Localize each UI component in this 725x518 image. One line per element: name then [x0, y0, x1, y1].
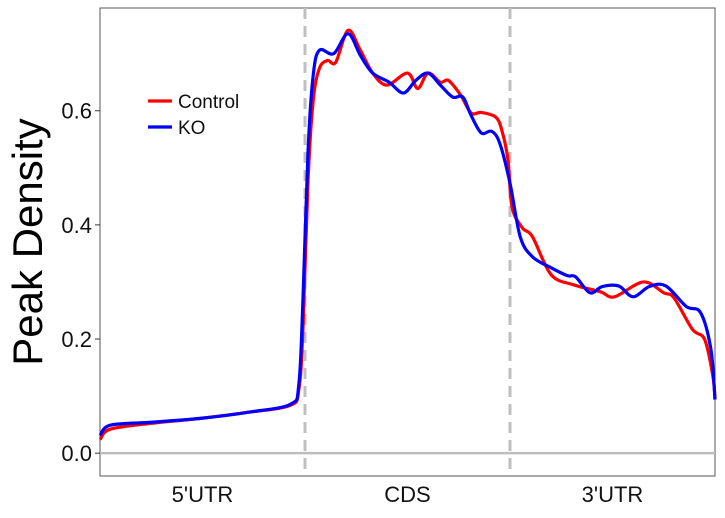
y-tick-label: 0.4 [61, 213, 92, 238]
plot-panel [99, 7, 716, 477]
y-tick-label: 0.2 [61, 327, 92, 352]
y-axis-label: Peak Density [4, 118, 51, 365]
y-tick-label: 0.6 [61, 99, 92, 124]
y-tick-label: 0.0 [61, 441, 92, 466]
x-category-label: CDS [384, 482, 430, 507]
legend: Control KO [148, 92, 239, 139]
legend-label: Control [178, 92, 239, 113]
x-category-label: 3'UTR [582, 482, 644, 507]
x-category-label: 5'UTR [172, 482, 234, 507]
series-line-ko [98, 32, 717, 437]
legend-label: KO [178, 118, 205, 139]
